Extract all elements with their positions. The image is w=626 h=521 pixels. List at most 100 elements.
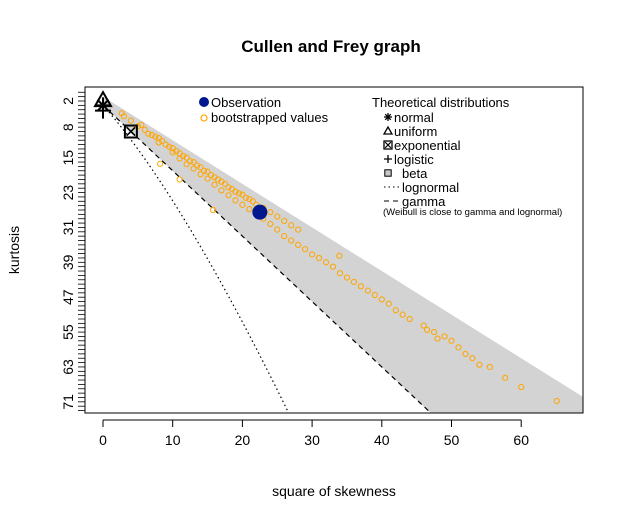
bootstrap-point	[309, 251, 316, 258]
legend-item-label: uniform	[394, 124, 437, 139]
gamma-line	[102, 104, 432, 413]
legend-item-label: exponential	[394, 138, 461, 153]
bootstrap-point	[232, 188, 239, 195]
bootstrap-point	[197, 171, 204, 178]
x-tick-label: 20	[235, 432, 251, 448]
bootstrap-point	[267, 220, 274, 228]
legend: Observation bootstrapped values Theoreti…	[199, 95, 562, 218]
bootstrap-point	[239, 191, 246, 198]
bootstrap-point	[434, 335, 441, 342]
y-tick-label: 39	[60, 254, 76, 270]
bootstrap-point	[329, 263, 337, 270]
bootstrap-point	[176, 176, 183, 183]
bootstrap-point	[166, 143, 173, 150]
bootstrap-point	[225, 184, 232, 191]
bootstrap-point	[424, 326, 431, 333]
bootstrap-point	[148, 131, 155, 139]
bootstrap-point	[180, 152, 187, 160]
x-axis-label: square of skewness	[272, 483, 396, 499]
legend-item-beta: beta	[384, 166, 428, 181]
exponential-marker	[123, 124, 138, 139]
bootstrap-point	[486, 363, 493, 371]
bootstrap-point	[406, 315, 413, 323]
bootstrap-point	[448, 337, 455, 344]
y-tick-label: 2	[60, 97, 76, 105]
bootstrap-point	[420, 322, 427, 329]
beta-region	[103, 96, 583, 413]
bootstrap-point	[364, 287, 371, 294]
bootstrap-point	[197, 164, 204, 171]
bootstrap-point	[322, 259, 330, 266]
plus-shape	[95, 102, 111, 119]
bootstrap-point	[274, 213, 281, 220]
y-tick-label: 63	[60, 359, 76, 375]
y-tick-label: 31	[60, 219, 76, 235]
bootstrap-point	[518, 383, 525, 391]
bootstrap-point	[187, 158, 194, 165]
legend-item-label: gamma	[402, 194, 446, 209]
bootstrap-point	[204, 175, 211, 182]
bootstrap-point	[469, 355, 476, 362]
legend-item-label: logistic	[394, 152, 434, 167]
bootstrap-point	[138, 121, 145, 129]
bootstrap-point	[183, 161, 190, 168]
bootstrap-point	[204, 168, 211, 175]
y-tick-label: 71	[60, 394, 76, 410]
x-shape	[126, 126, 136, 137]
plot-area	[102, 96, 583, 413]
legend-item-logistic: logistic	[384, 152, 434, 167]
legend-theoretical-title: Theoretical distributions	[372, 95, 510, 110]
bootstrap-point	[371, 291, 378, 299]
legend-item-normal: normal	[384, 110, 434, 125]
bootstrap-point	[336, 270, 344, 277]
bootstrap-point	[281, 217, 288, 224]
bootstrap-point	[378, 296, 385, 303]
x-tick-label: 30	[304, 432, 320, 448]
bootstrap-point	[315, 254, 323, 262]
logistic-marker	[95, 102, 111, 119]
bootstrap-point	[232, 197, 239, 204]
bootstrap-point	[183, 154, 190, 161]
bootstrap-point	[246, 206, 253, 213]
triangle-shape	[382, 125, 394, 135]
bootstrap-point	[385, 300, 392, 307]
bootstrap-point	[455, 344, 462, 351]
lognormal-curve	[102, 104, 290, 413]
bootstrap-point	[210, 206, 217, 214]
bootstrap-point	[190, 165, 197, 172]
bootstrap-point	[288, 222, 295, 229]
x-tick-label: 10	[165, 432, 181, 448]
legend-item-lognormal: lognormal	[384, 180, 459, 195]
bootstrap-point	[120, 113, 128, 120]
legend-bootstrap-marker	[200, 114, 208, 122]
bootstrap-point	[357, 283, 364, 290]
bootstrap-point	[267, 209, 274, 216]
bootstrap-point	[190, 158, 197, 166]
bootstrap-point	[239, 201, 246, 208]
x-tick-label: 50	[444, 432, 460, 448]
bootstrap-point	[169, 144, 176, 152]
x-tick-label: 60	[513, 432, 529, 448]
y-axis-label: kurtosis	[6, 226, 22, 274]
legend-item-label: beta	[402, 166, 428, 181]
box-shape	[123, 124, 138, 139]
bootstrap-point	[169, 149, 176, 156]
bootstrap-point	[399, 311, 406, 318]
plus-shape	[384, 155, 392, 163]
bootstrap-point	[141, 126, 148, 133]
legend-item-label: lognormal	[402, 180, 459, 195]
bootstrap-point	[274, 226, 281, 233]
bootstrap-point	[476, 361, 483, 368]
asterisk-stroke	[384, 113, 392, 121]
box-shape	[383, 140, 393, 150]
bootstrap-point	[235, 190, 243, 197]
bootstrap-point	[343, 274, 351, 281]
bootstrap-point	[152, 133, 159, 140]
legend-bootstrap-label: bootstrapped values	[211, 110, 329, 125]
legend-item-uniform: uniform	[382, 124, 437, 139]
axes: 0 10 20 30 40 50 60 2 8 15 23 31 39 47 55 63 71	[60, 91, 529, 448]
bootstrap-point	[242, 194, 249, 201]
bootstrap-point	[157, 160, 164, 167]
x-tick-label: 0	[99, 432, 107, 448]
legend-observation-label: Observation	[211, 95, 281, 110]
